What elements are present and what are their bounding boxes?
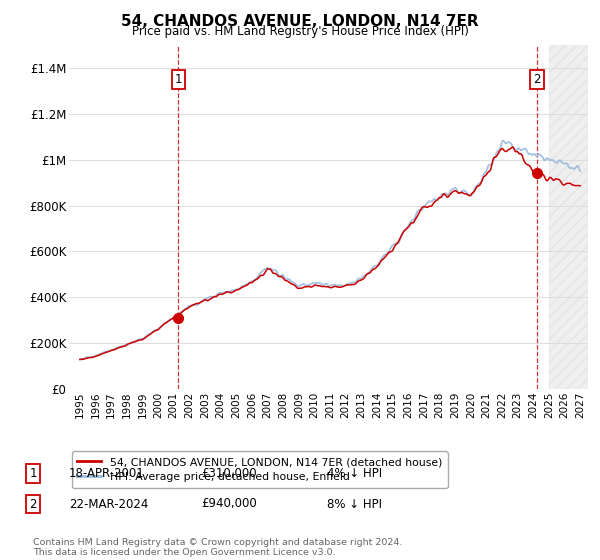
Text: 4% ↓ HPI: 4% ↓ HPI xyxy=(327,466,382,480)
Text: Price paid vs. HM Land Registry's House Price Index (HPI): Price paid vs. HM Land Registry's House … xyxy=(131,25,469,38)
Text: 2: 2 xyxy=(29,497,37,511)
Text: 22-MAR-2024: 22-MAR-2024 xyxy=(69,497,148,511)
Text: 2: 2 xyxy=(533,73,541,86)
Text: 18-APR-2001: 18-APR-2001 xyxy=(69,466,145,480)
Legend: 54, CHANDOS AVENUE, LONDON, N14 7ER (detached house), HPI: Average price, detach: 54, CHANDOS AVENUE, LONDON, N14 7ER (det… xyxy=(72,451,448,488)
Text: 1: 1 xyxy=(175,73,182,86)
Text: £310,000: £310,000 xyxy=(201,466,257,480)
Text: 8% ↓ HPI: 8% ↓ HPI xyxy=(327,497,382,511)
Bar xyxy=(549,45,588,389)
Text: £940,000: £940,000 xyxy=(201,497,257,511)
Text: 1: 1 xyxy=(29,466,37,480)
Text: 54, CHANDOS AVENUE, LONDON, N14 7ER: 54, CHANDOS AVENUE, LONDON, N14 7ER xyxy=(121,14,479,29)
Text: Contains HM Land Registry data © Crown copyright and database right 2024.
This d: Contains HM Land Registry data © Crown c… xyxy=(33,538,403,557)
